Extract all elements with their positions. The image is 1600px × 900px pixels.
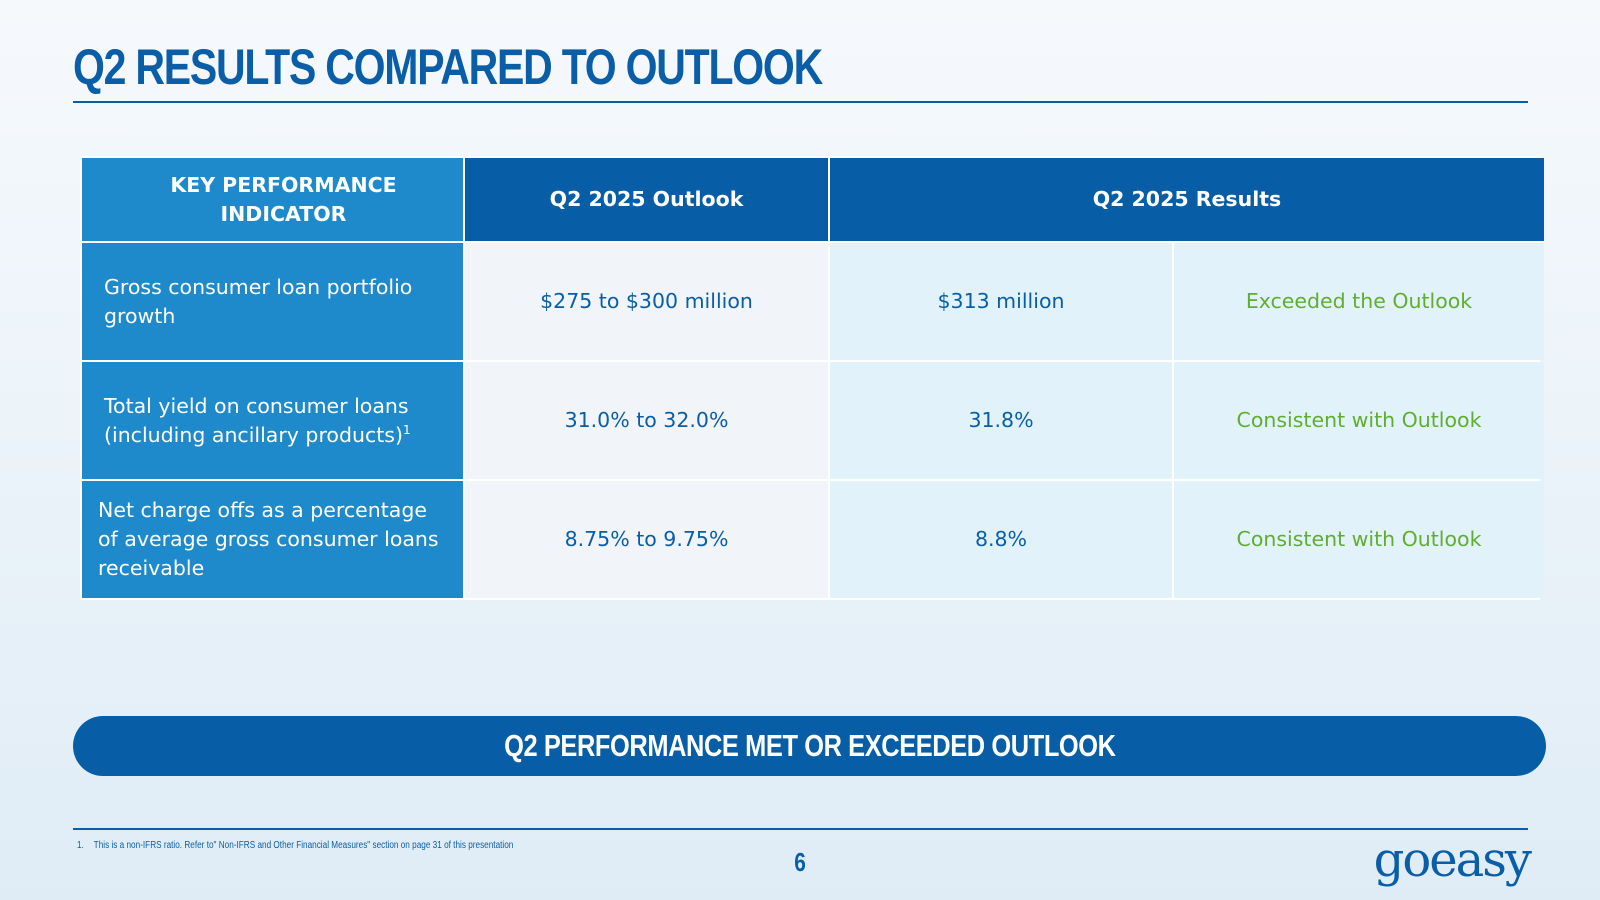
row-1-kpi-text: Gross consumer loan portfolio growth xyxy=(104,274,413,328)
footnote-text: This is a non-IFRS ratio. Refer to" Non-… xyxy=(93,840,514,851)
footer-divider xyxy=(73,828,1528,830)
row-3-outlook: 8.75% to 9.75% xyxy=(465,481,828,598)
row-2-result: 31.8% xyxy=(830,362,1172,479)
row-2-kpi: Total yield on consumer loans (including… xyxy=(82,362,463,479)
row-1-outlook: $275 to $300 million xyxy=(465,243,828,360)
row-1-status: Exceeded the Outlook xyxy=(1174,243,1544,360)
row-1-result: $313 million xyxy=(830,243,1172,360)
row-2-status: Consistent with Outlook xyxy=(1174,362,1544,479)
row-2-kpi-label: Total yield on consumer loans (including… xyxy=(104,393,409,447)
row-3-kpi: Net charge offs as a percentage of avera… xyxy=(82,481,463,598)
footnote-number: 1. xyxy=(77,840,84,851)
kpi-table: KEY PERFORMANCE INDICATOR Q2 2025 Outloo… xyxy=(80,156,1544,600)
row-3-result: 8.8% xyxy=(830,481,1172,598)
page-number: 6 xyxy=(794,847,806,877)
row-1-kpi: Gross consumer loan portfolio growth xyxy=(82,243,463,360)
title-divider xyxy=(73,101,1528,103)
goeasy-logo: goeasy xyxy=(1373,832,1532,888)
header-kpi: KEY PERFORMANCE INDICATOR xyxy=(82,158,463,241)
summary-banner: Q2 PERFORMANCE MET OR EXCEEDED OUTLOOK xyxy=(73,716,1546,776)
summary-banner-text: Q2 PERFORMANCE MET OR EXCEEDED OUTLOOK xyxy=(503,728,1116,763)
row-2-outlook: 31.0% to 32.0% xyxy=(465,362,828,479)
footnote: 1. This is a non-IFRS ratio. Refer to" No… xyxy=(77,840,513,851)
footnote-ref: 1 xyxy=(402,422,411,437)
header-results: Q2 2025 Results xyxy=(830,158,1544,241)
row-3-status: Consistent with Outlook xyxy=(1174,481,1544,598)
row-2-kpi-text: Total yield on consumer loans (including… xyxy=(104,392,449,450)
header-outlook: Q2 2025 Outlook xyxy=(465,158,828,241)
slide-title: Q2 RESULTS COMPARED TO OUTLOOK xyxy=(73,39,823,95)
row-3-kpi-text: Net charge offs as a percentage of avera… xyxy=(98,498,439,580)
